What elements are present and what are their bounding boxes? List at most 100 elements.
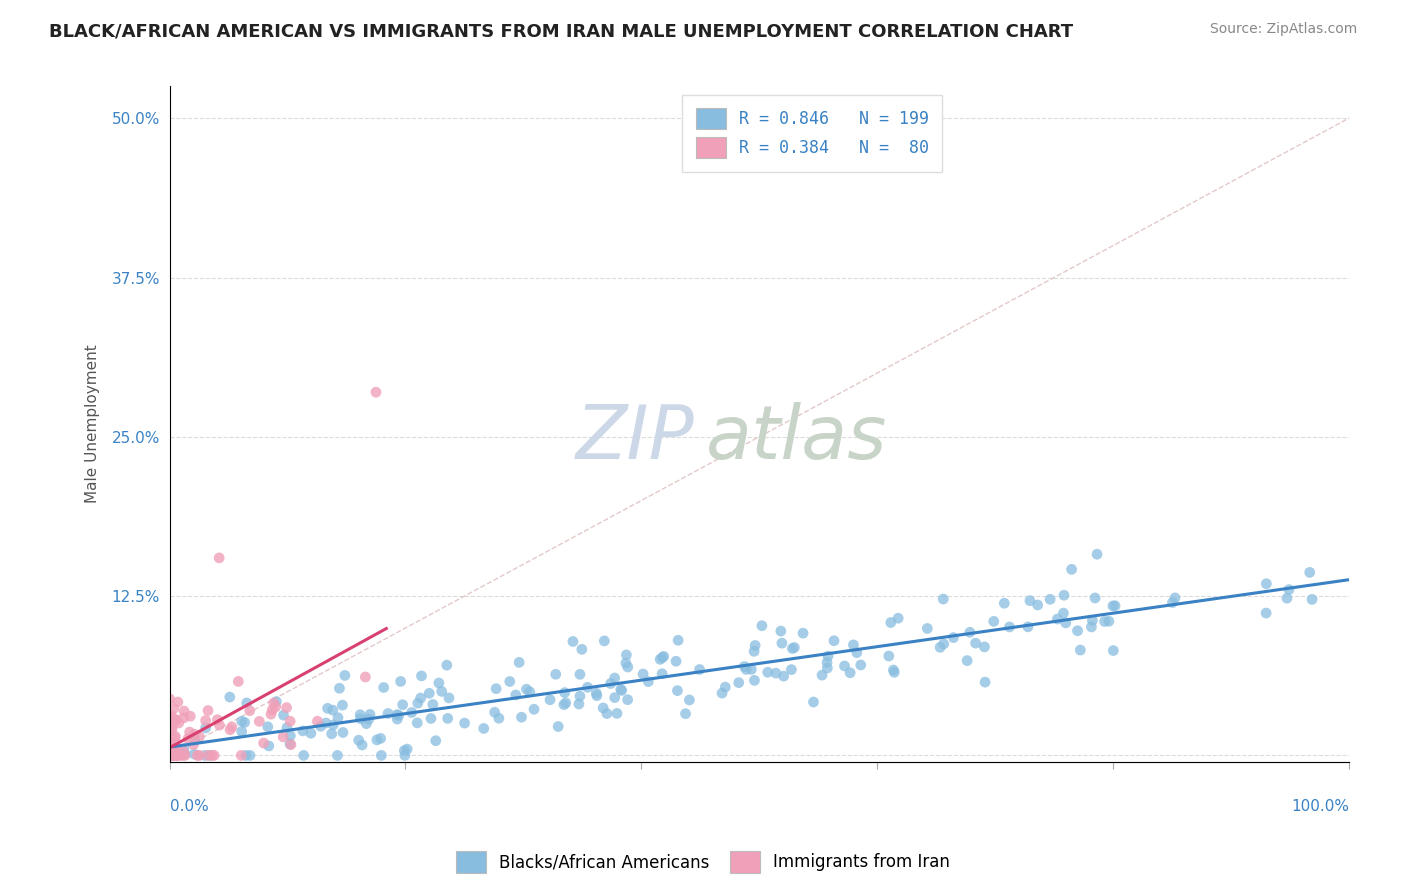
Point [834,659,856,673]
Point [198,748,221,763]
Point [823,633,845,648]
Point [256,720,278,734]
Point [165,713,187,727]
Point [1052,606,1074,620]
Point [411,669,433,683]
Point [568,697,591,711]
Legend: Blacks/African Americans, Immigrants from Iran: Blacks/African Americans, Immigrants fro… [450,845,956,880]
Point [436,711,458,725]
Point [1080,620,1102,634]
Point [391,698,413,712]
Point [603,671,626,685]
Point [326,711,349,725]
Point [326,748,349,763]
Point [165,748,187,763]
Point [508,656,530,670]
Point [160,732,183,747]
Point [1053,588,1076,602]
Point [811,668,834,682]
Point [651,666,673,681]
Point [219,723,242,737]
Text: 100.0%: 100.0% [1291,799,1348,814]
Point [554,685,576,699]
Point [177,731,200,746]
Point [401,706,423,720]
Point [599,676,621,690]
Point [839,665,862,680]
Point [983,615,1005,629]
Point [425,733,447,747]
Point [765,666,787,681]
Point [160,748,183,763]
Point [160,734,183,748]
Point [733,659,755,673]
Point [751,618,773,632]
Point [160,723,183,737]
Legend: R = 0.846   N = 199, R = 0.384   N =  80: R = 0.846 N = 199, R = 0.384 N = 80 [682,95,942,171]
Point [165,748,187,763]
Point [165,714,187,728]
Point [356,716,378,731]
Point [965,636,987,650]
Point [163,731,186,745]
Point [744,639,766,653]
Text: 0.0%: 0.0% [170,799,208,814]
Point [291,723,314,738]
Point [887,611,910,625]
Point [352,738,374,752]
Point [276,721,298,735]
Point [792,626,814,640]
Point [883,665,905,680]
Point [554,696,576,710]
Point [711,686,734,700]
Point [197,704,219,718]
Point [596,706,619,721]
Point [163,701,186,715]
Point [194,748,217,763]
Point [322,703,344,717]
Point [437,690,460,705]
Point [523,702,546,716]
Point [194,721,217,735]
Point [160,720,183,734]
Point [159,748,181,763]
Point [1301,592,1323,607]
Point [616,692,638,706]
Point [1081,614,1104,628]
Point [159,746,181,760]
Point [159,715,181,730]
Point [167,716,190,731]
Point [1017,620,1039,634]
Point [485,681,508,696]
Point [744,673,766,688]
Point [263,696,285,710]
Point [606,706,628,721]
Point [359,707,381,722]
Point [742,644,765,658]
Point [253,736,276,750]
Point [637,674,659,689]
Point [877,648,900,663]
Point [373,681,395,695]
Point [370,748,392,763]
Point [815,656,838,670]
Point [260,707,283,722]
Point [165,741,187,756]
Point [166,748,188,763]
Point [188,748,211,763]
Point [499,674,522,689]
Point [1102,643,1125,657]
Point [278,737,301,751]
Point [651,650,673,665]
Point [593,634,616,648]
Point [186,748,208,763]
Point [510,710,533,724]
Point [547,719,569,733]
Point [568,689,591,703]
Point [544,667,567,681]
Point [262,703,284,717]
Y-axis label: Male Unemployment: Male Unemployment [86,344,100,503]
Point [377,706,399,721]
Point [519,685,541,699]
Point [571,642,593,657]
